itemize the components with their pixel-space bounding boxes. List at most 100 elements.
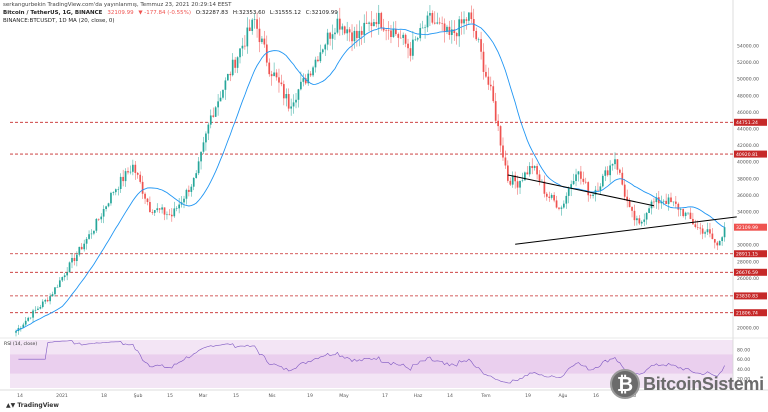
candle[interactable] [166, 211, 168, 220]
candle[interactable] [409, 42, 412, 62]
candle[interactable] [317, 56, 319, 63]
candle[interactable] [670, 192, 672, 203]
candle[interactable] [285, 88, 288, 107]
candle[interactable] [360, 26, 363, 45]
candle[interactable] [236, 56, 239, 74]
candle[interactable] [640, 220, 643, 227]
candle[interactable] [61, 276, 64, 283]
candle[interactable] [278, 68, 280, 93]
candle[interactable] [136, 172, 139, 179]
candle[interactable] [380, 11, 383, 31]
candle[interactable] [667, 194, 670, 211]
candle[interactable] [636, 215, 638, 226]
candle[interactable] [88, 230, 90, 240]
candle[interactable] [653, 198, 655, 209]
candle[interactable] [451, 20, 453, 44]
candle[interactable] [353, 26, 356, 49]
candle[interactable] [675, 195, 677, 209]
candle[interactable] [295, 93, 297, 109]
candle[interactable] [404, 33, 407, 48]
candle[interactable] [584, 177, 587, 184]
candle[interactable] [665, 193, 667, 205]
candle[interactable] [601, 173, 604, 188]
candle[interactable] [528, 162, 531, 177]
candle[interactable] [117, 186, 120, 196]
candle[interactable] [32, 308, 34, 322]
candle[interactable] [197, 157, 200, 176]
candle[interactable] [336, 11, 339, 35]
candle[interactable] [100, 213, 103, 223]
candle[interactable] [560, 205, 563, 216]
candle[interactable] [212, 107, 215, 118]
candle[interactable] [458, 16, 461, 47]
candle[interactable] [589, 193, 592, 199]
candle[interactable] [502, 137, 504, 161]
candle[interactable] [231, 53, 234, 77]
candle[interactable] [90, 229, 93, 239]
candle[interactable] [611, 163, 614, 171]
candle[interactable] [85, 237, 88, 250]
candle[interactable] [27, 316, 30, 322]
candle[interactable] [689, 207, 692, 220]
candle[interactable] [387, 21, 390, 40]
candle[interactable] [538, 170, 541, 186]
candle[interactable] [572, 173, 575, 186]
candle[interactable] [29, 317, 32, 320]
candle[interactable] [489, 76, 492, 91]
candle[interactable] [58, 277, 61, 288]
candle[interactable] [258, 17, 261, 53]
candle[interactable] [507, 160, 509, 183]
candle[interactable] [499, 125, 502, 153]
candle[interactable] [550, 193, 553, 200]
candle[interactable] [582, 171, 585, 185]
candle[interactable] [716, 241, 719, 251]
candle[interactable] [416, 36, 419, 42]
candle[interactable] [555, 195, 558, 209]
candle[interactable] [475, 27, 478, 41]
candle[interactable] [713, 238, 716, 249]
candle[interactable] [441, 16, 443, 32]
candle[interactable] [699, 222, 702, 235]
candle[interactable] [102, 205, 105, 224]
candle[interactable] [606, 166, 609, 177]
candle[interactable] [433, 11, 436, 25]
candle[interactable] [723, 222, 726, 242]
candle[interactable] [170, 208, 173, 222]
candle[interactable] [175, 206, 178, 212]
rsi-line[interactable] [18, 340, 725, 384]
candle[interactable] [324, 43, 327, 56]
candle[interactable] [631, 206, 633, 218]
candle[interactable] [526, 166, 529, 175]
candle[interactable] [309, 71, 312, 78]
candle[interactable] [24, 316, 27, 327]
candle[interactable] [704, 230, 706, 238]
candle[interactable] [83, 239, 86, 252]
candle[interactable] [373, 18, 375, 27]
candle[interactable] [331, 24, 334, 50]
candle[interactable] [407, 38, 409, 59]
candle[interactable] [110, 191, 112, 206]
candle[interactable] [129, 165, 132, 175]
candle[interactable] [66, 267, 68, 281]
candle[interactable] [122, 169, 124, 187]
candle[interactable] [144, 192, 146, 205]
triangle-upper-trendline[interactable] [507, 174, 655, 207]
candle[interactable] [161, 204, 163, 214]
candle[interactable] [153, 210, 156, 216]
candle[interactable] [638, 215, 641, 226]
candle[interactable] [356, 24, 358, 47]
candle[interactable] [485, 64, 487, 79]
candle[interactable] [633, 204, 636, 226]
candle[interactable] [521, 172, 524, 183]
candle[interactable] [241, 37, 244, 57]
candle[interactable] [497, 114, 499, 132]
candle[interactable] [426, 11, 429, 33]
candle[interactable] [49, 293, 51, 305]
candle[interactable] [338, 7, 341, 36]
candle[interactable] [575, 168, 577, 187]
candle[interactable] [621, 167, 624, 186]
candle[interactable] [51, 291, 54, 297]
candle[interactable] [190, 184, 193, 197]
candle[interactable] [721, 236, 723, 246]
